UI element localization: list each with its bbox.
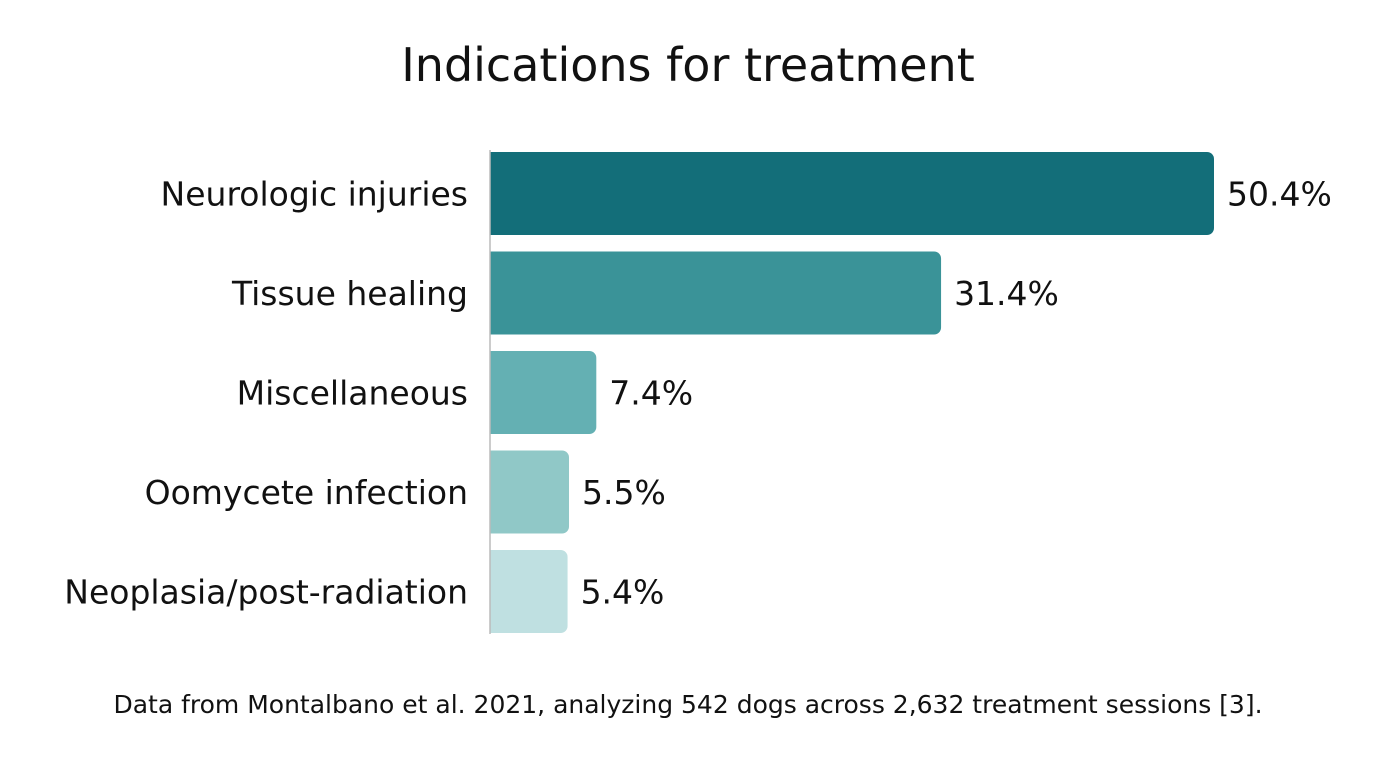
data-label: 5.4% <box>581 573 665 612</box>
category-label: Oomycete infection <box>145 473 468 512</box>
bar <box>484 351 597 434</box>
bar <box>484 251 942 335</box>
data-label: 50.4% <box>1227 175 1332 214</box>
bar <box>484 550 568 633</box>
data-label: 5.5% <box>582 473 666 512</box>
category-label: Tissue healing <box>231 274 468 313</box>
category-label: Neurologic injuries <box>161 175 468 214</box>
chart-title: Indications for treatment <box>401 38 975 92</box>
category-label: Neoplasia/post-radiation <box>64 573 468 612</box>
bar <box>484 450 570 534</box>
bar-chart: Neurologic injuries 50.4% Tissue healing 31… <box>64 140 1332 640</box>
data-label: 7.4% <box>609 374 693 413</box>
source-note: Data from Montalbano et al. 2021, analyz… <box>113 690 1263 719</box>
data-label: 31.4% <box>954 274 1059 313</box>
category-label: Miscellaneous <box>237 374 468 413</box>
bar <box>484 152 1214 235</box>
axis-mask <box>483 140 490 640</box>
